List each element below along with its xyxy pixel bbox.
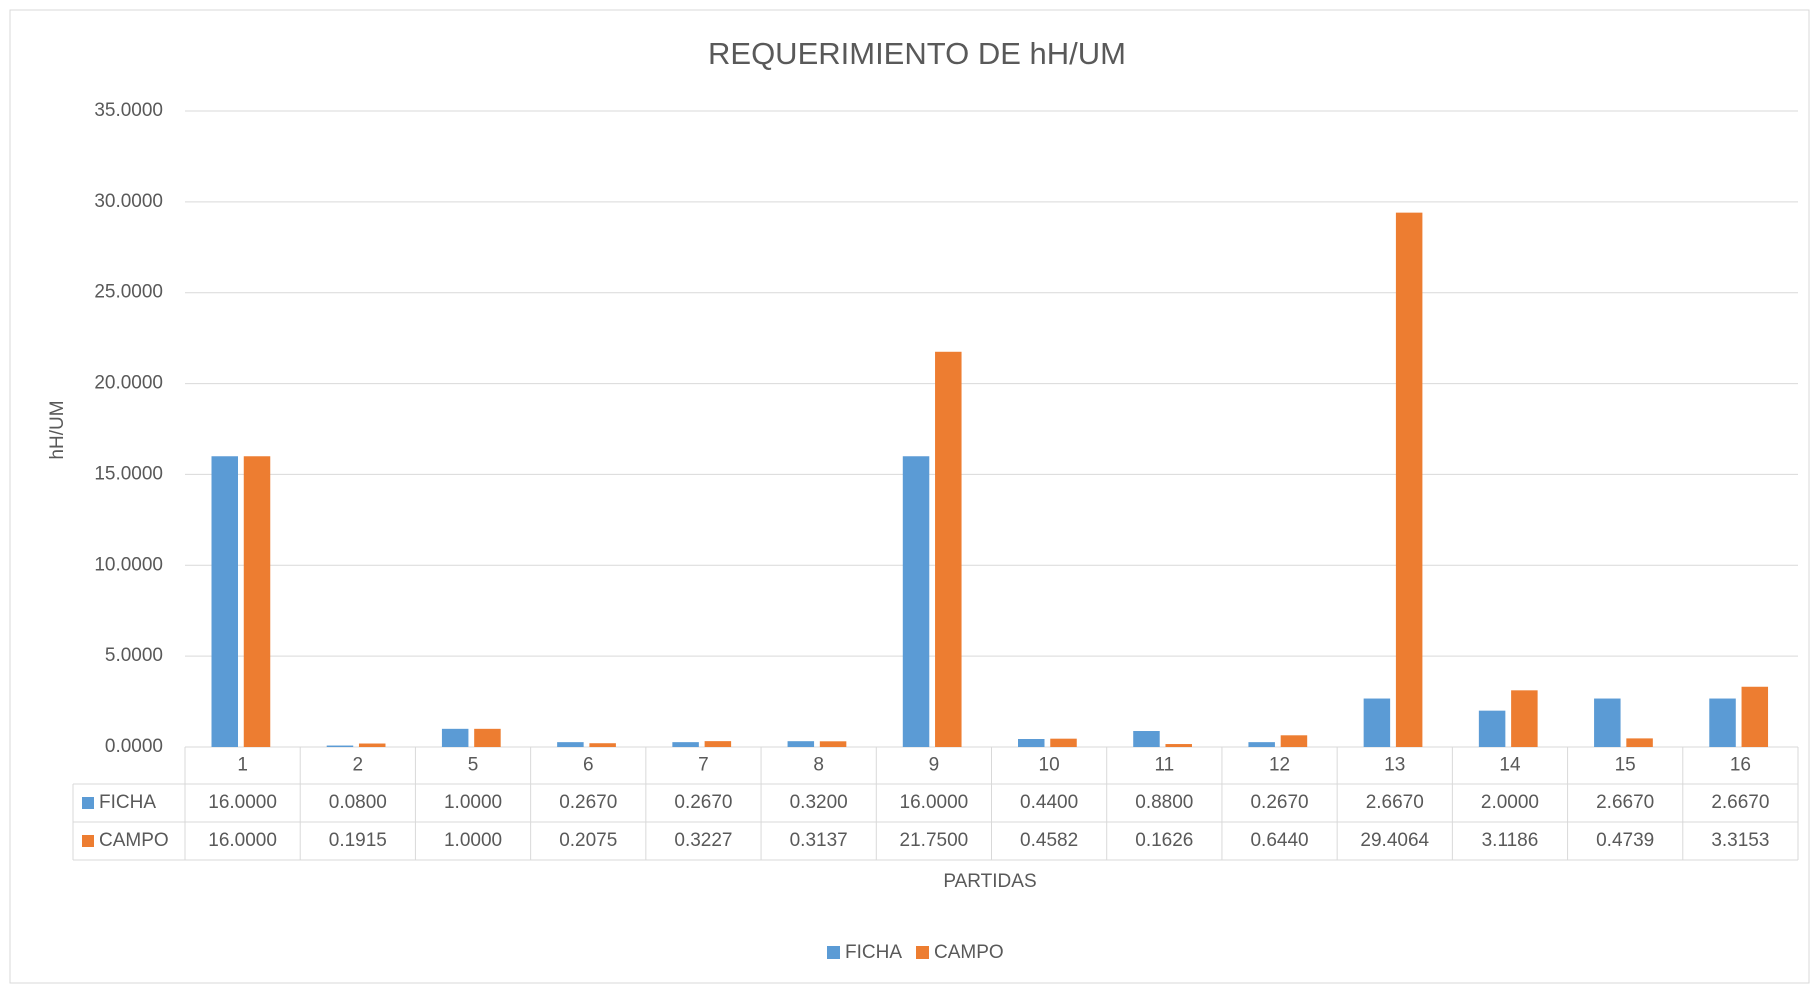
table-legend-swatch [82,835,94,847]
bar [1741,686,1769,747]
bar [441,728,469,747]
bar [672,742,699,747]
table-legend-swatch [82,797,94,809]
table-value: 0.1626 [1135,830,1193,851]
bar [1709,698,1736,747]
bar [819,741,847,747]
table-value: 0.2670 [674,792,732,813]
table-series-name: CAMPO [99,830,169,851]
x-tick-label: 14 [1499,755,1521,776]
y-tick-label: 0.0000 [105,736,163,757]
table-value: 29.4064 [1360,830,1429,851]
table-value: 0.3137 [790,830,848,851]
table-value: 0.4739 [1596,830,1654,851]
x-tick-label: 6 [583,755,594,776]
bar [1017,739,1045,747]
table-value: 2.0000 [1481,792,1539,813]
bar [704,741,732,747]
x-tick-label: 9 [929,755,940,776]
bar [1511,690,1538,747]
table-value: 3.3153 [1711,830,1769,851]
y-tick-label: 30.0000 [94,191,163,212]
bar [935,351,962,747]
x-tick-label: 1 [237,755,248,776]
table-series-name: FICHA [99,792,156,813]
table-value: 0.3227 [674,830,732,851]
y-tick-label: 35.0000 [94,100,163,121]
table-value: 0.6440 [1250,830,1308,851]
bar [1478,710,1506,747]
x-tick-label: 7 [698,755,709,776]
bar [1395,212,1423,748]
bar [243,456,271,747]
bar [358,743,386,747]
table-value: 0.2670 [559,792,617,813]
y-tick-label: 10.0000 [94,554,163,575]
legend-swatch [916,946,929,959]
table-value: 0.0800 [329,792,387,813]
bar [1363,698,1391,747]
bar [326,745,354,747]
bar [1248,742,1275,747]
table-value: 16.0000 [208,792,277,813]
x-tick-label: 13 [1384,755,1405,776]
table-value: 16.0000 [208,830,277,851]
x-tick-label: 15 [1615,755,1636,776]
x-tick-label: 16 [1730,755,1751,776]
y-tick-label: 25.0000 [94,282,163,303]
table-value: 21.7500 [900,830,969,851]
table-value: 0.1915 [329,830,387,851]
table-value: 16.0000 [900,792,969,813]
table-value: 0.2075 [559,830,617,851]
legend-label: CAMPO [934,942,1004,963]
y-tick-label: 5.0000 [105,645,163,666]
x-tick-label: 5 [468,755,479,776]
legend-label: FICHA [845,942,902,963]
table-value: 3.1186 [1482,830,1539,851]
bar [474,728,501,747]
bar [787,741,815,747]
table-value: 0.4400 [1020,792,1078,813]
x-tick-label: 8 [813,755,824,776]
bar [1280,735,1308,747]
chart-title: REQUERIMIENTO DE hH/UM [708,36,1126,71]
y-axis-label: hH/UM [47,400,68,459]
table-value: 2.6670 [1711,792,1769,813]
bar [211,456,238,747]
x-tick-label: 11 [1154,755,1174,776]
x-tick-label: 2 [353,755,364,776]
bar [1050,738,1077,747]
table-value: 2.6670 [1366,792,1424,813]
table-value: 0.2670 [1250,792,1308,813]
x-axis-label: PARTIDAS [943,871,1036,892]
table-value: 1.0000 [444,792,502,813]
y-tick-label: 15.0000 [94,463,163,484]
y-tick-label: 20.0000 [94,373,163,394]
x-tick-label: 12 [1269,755,1290,776]
table-value: 0.4582 [1020,830,1078,851]
x-tick-label: 10 [1039,755,1060,776]
legend-swatch [827,946,840,959]
bar [902,456,930,747]
bar [1626,738,1653,747]
bar [1133,731,1160,747]
table-value: 1.0000 [444,830,502,851]
table-value: 2.6670 [1596,792,1654,813]
bar [1165,744,1192,747]
bar [557,742,584,747]
bar [1594,698,1621,747]
bar [589,743,616,747]
table-value: 0.3200 [790,792,848,813]
table-value: 0.8800 [1135,792,1193,813]
